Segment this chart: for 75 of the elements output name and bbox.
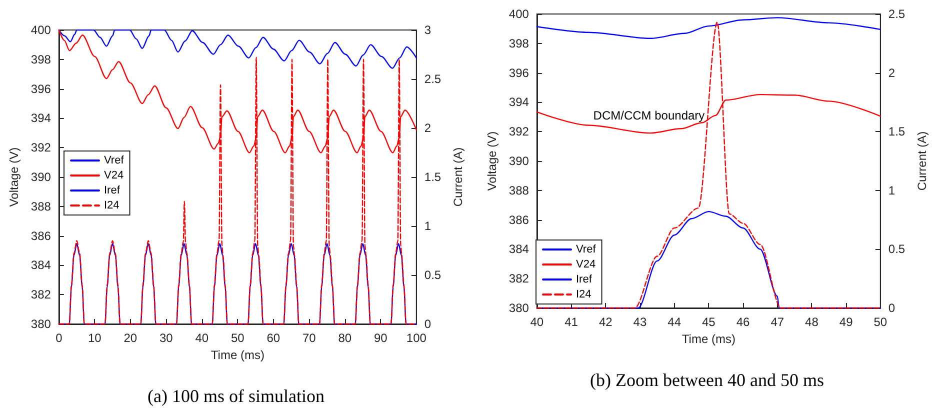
legend-label: Iref xyxy=(104,184,121,196)
x-tick-label: 30 xyxy=(159,331,174,345)
x-tick-label: 60 xyxy=(266,331,280,345)
legend-label: I24 xyxy=(104,200,120,212)
y-tick-label: 398 xyxy=(30,52,52,66)
y-tick-label: 396 xyxy=(508,66,530,80)
y2-tick-label: 0 xyxy=(888,301,896,315)
legend-label: V24 xyxy=(576,258,596,270)
y2-tick-label: 1 xyxy=(888,183,896,198)
y-tick-label: 382 xyxy=(30,288,52,302)
x-tick-label: 41 xyxy=(564,315,578,329)
y-tick-label: 392 xyxy=(30,140,52,155)
y2-tick-label: 3 xyxy=(424,23,432,37)
y-tick-label: 382 xyxy=(508,272,530,286)
y-tick-label: 396 xyxy=(30,82,52,96)
y2-axis-title: Current (A) xyxy=(451,147,465,207)
y-axis-title: Voltage (V) xyxy=(485,131,499,191)
y-tick-label: 386 xyxy=(30,228,52,243)
text: (b) Zoom between 40 and 50 ms xyxy=(590,370,824,390)
legend-label: Iref xyxy=(576,274,593,286)
x-tick-label: 50 xyxy=(230,331,245,345)
x-tick-label: 43 xyxy=(633,315,647,329)
y2-tick-label: 2 xyxy=(888,66,896,80)
x-tick-label: 70 xyxy=(302,331,316,345)
x-tick-label: 46 xyxy=(736,315,750,329)
legend-label: Vref xyxy=(576,244,597,256)
x-tick-label: 90 xyxy=(374,331,388,345)
y2-tick-label: 2 xyxy=(424,121,432,135)
x-tick-label: 0 xyxy=(56,331,63,345)
legend-label: V24 xyxy=(104,170,124,182)
x-tick-label: 49 xyxy=(839,315,854,329)
x-tick-label: 20 xyxy=(124,331,138,345)
x-tick-label: 47 xyxy=(770,315,784,329)
y2-tick-label: 2.5 xyxy=(888,7,906,21)
x-axis-title: Time (ms) xyxy=(682,332,736,346)
y2-tick-label: 0.5 xyxy=(424,268,442,282)
y2-axis-title: Current (A) xyxy=(915,131,929,191)
y2-tick-label: 2.5 xyxy=(424,72,442,86)
line-series xyxy=(536,17,882,39)
y-axis-title: Voltage (V) xyxy=(7,147,21,207)
y-tick-label: 380 xyxy=(30,317,52,331)
y-tick-label: 380 xyxy=(508,301,530,315)
x-axis-title: Time (ms) xyxy=(210,348,264,362)
x-tick-label: 40 xyxy=(195,331,209,345)
y2-tick-label: 1 xyxy=(424,219,432,233)
x-tick-label: 50 xyxy=(874,315,888,329)
y-tick-label: 390 xyxy=(508,154,530,168)
y-tick-label: 400 xyxy=(508,7,530,21)
x-tick-label: 42 xyxy=(598,315,613,329)
y-tick-label: 384 xyxy=(30,258,52,272)
legend-label: Vref xyxy=(104,154,125,166)
annotation: DCM/CCM boundary xyxy=(593,108,705,122)
y-tick-label: 394 xyxy=(30,111,52,126)
y2-tick-label: 0.5 xyxy=(888,242,906,256)
y2-tick-label: 1.5 xyxy=(424,170,442,184)
y-tick-label: 384 xyxy=(508,242,530,256)
y-tick-label: 394 xyxy=(508,95,530,110)
y-tick-label: 400 xyxy=(30,23,52,37)
text: (a) 100 ms of simulation xyxy=(148,386,324,406)
y-tick-label: 398 xyxy=(508,36,530,50)
y-tick-label: 390 xyxy=(30,170,52,184)
y-tick-label: 392 xyxy=(508,124,530,139)
y-tick-label: 386 xyxy=(508,212,530,227)
x-tick-label: 80 xyxy=(338,331,352,345)
y2-tick-label: 1.5 xyxy=(888,124,906,139)
x-tick-label: 45 xyxy=(702,315,716,329)
x-tick-label: 40 xyxy=(530,315,544,329)
x-tick-label: 44 xyxy=(668,315,682,329)
y-tick-label: 388 xyxy=(30,199,52,214)
y-tick-label: 388 xyxy=(508,183,530,198)
x-tick-label: 100 xyxy=(406,331,427,345)
line-series xyxy=(58,29,418,69)
legend-label: I24 xyxy=(576,288,592,300)
x-tick-label: 48 xyxy=(805,315,819,329)
x-tick-label: 10 xyxy=(88,331,102,345)
